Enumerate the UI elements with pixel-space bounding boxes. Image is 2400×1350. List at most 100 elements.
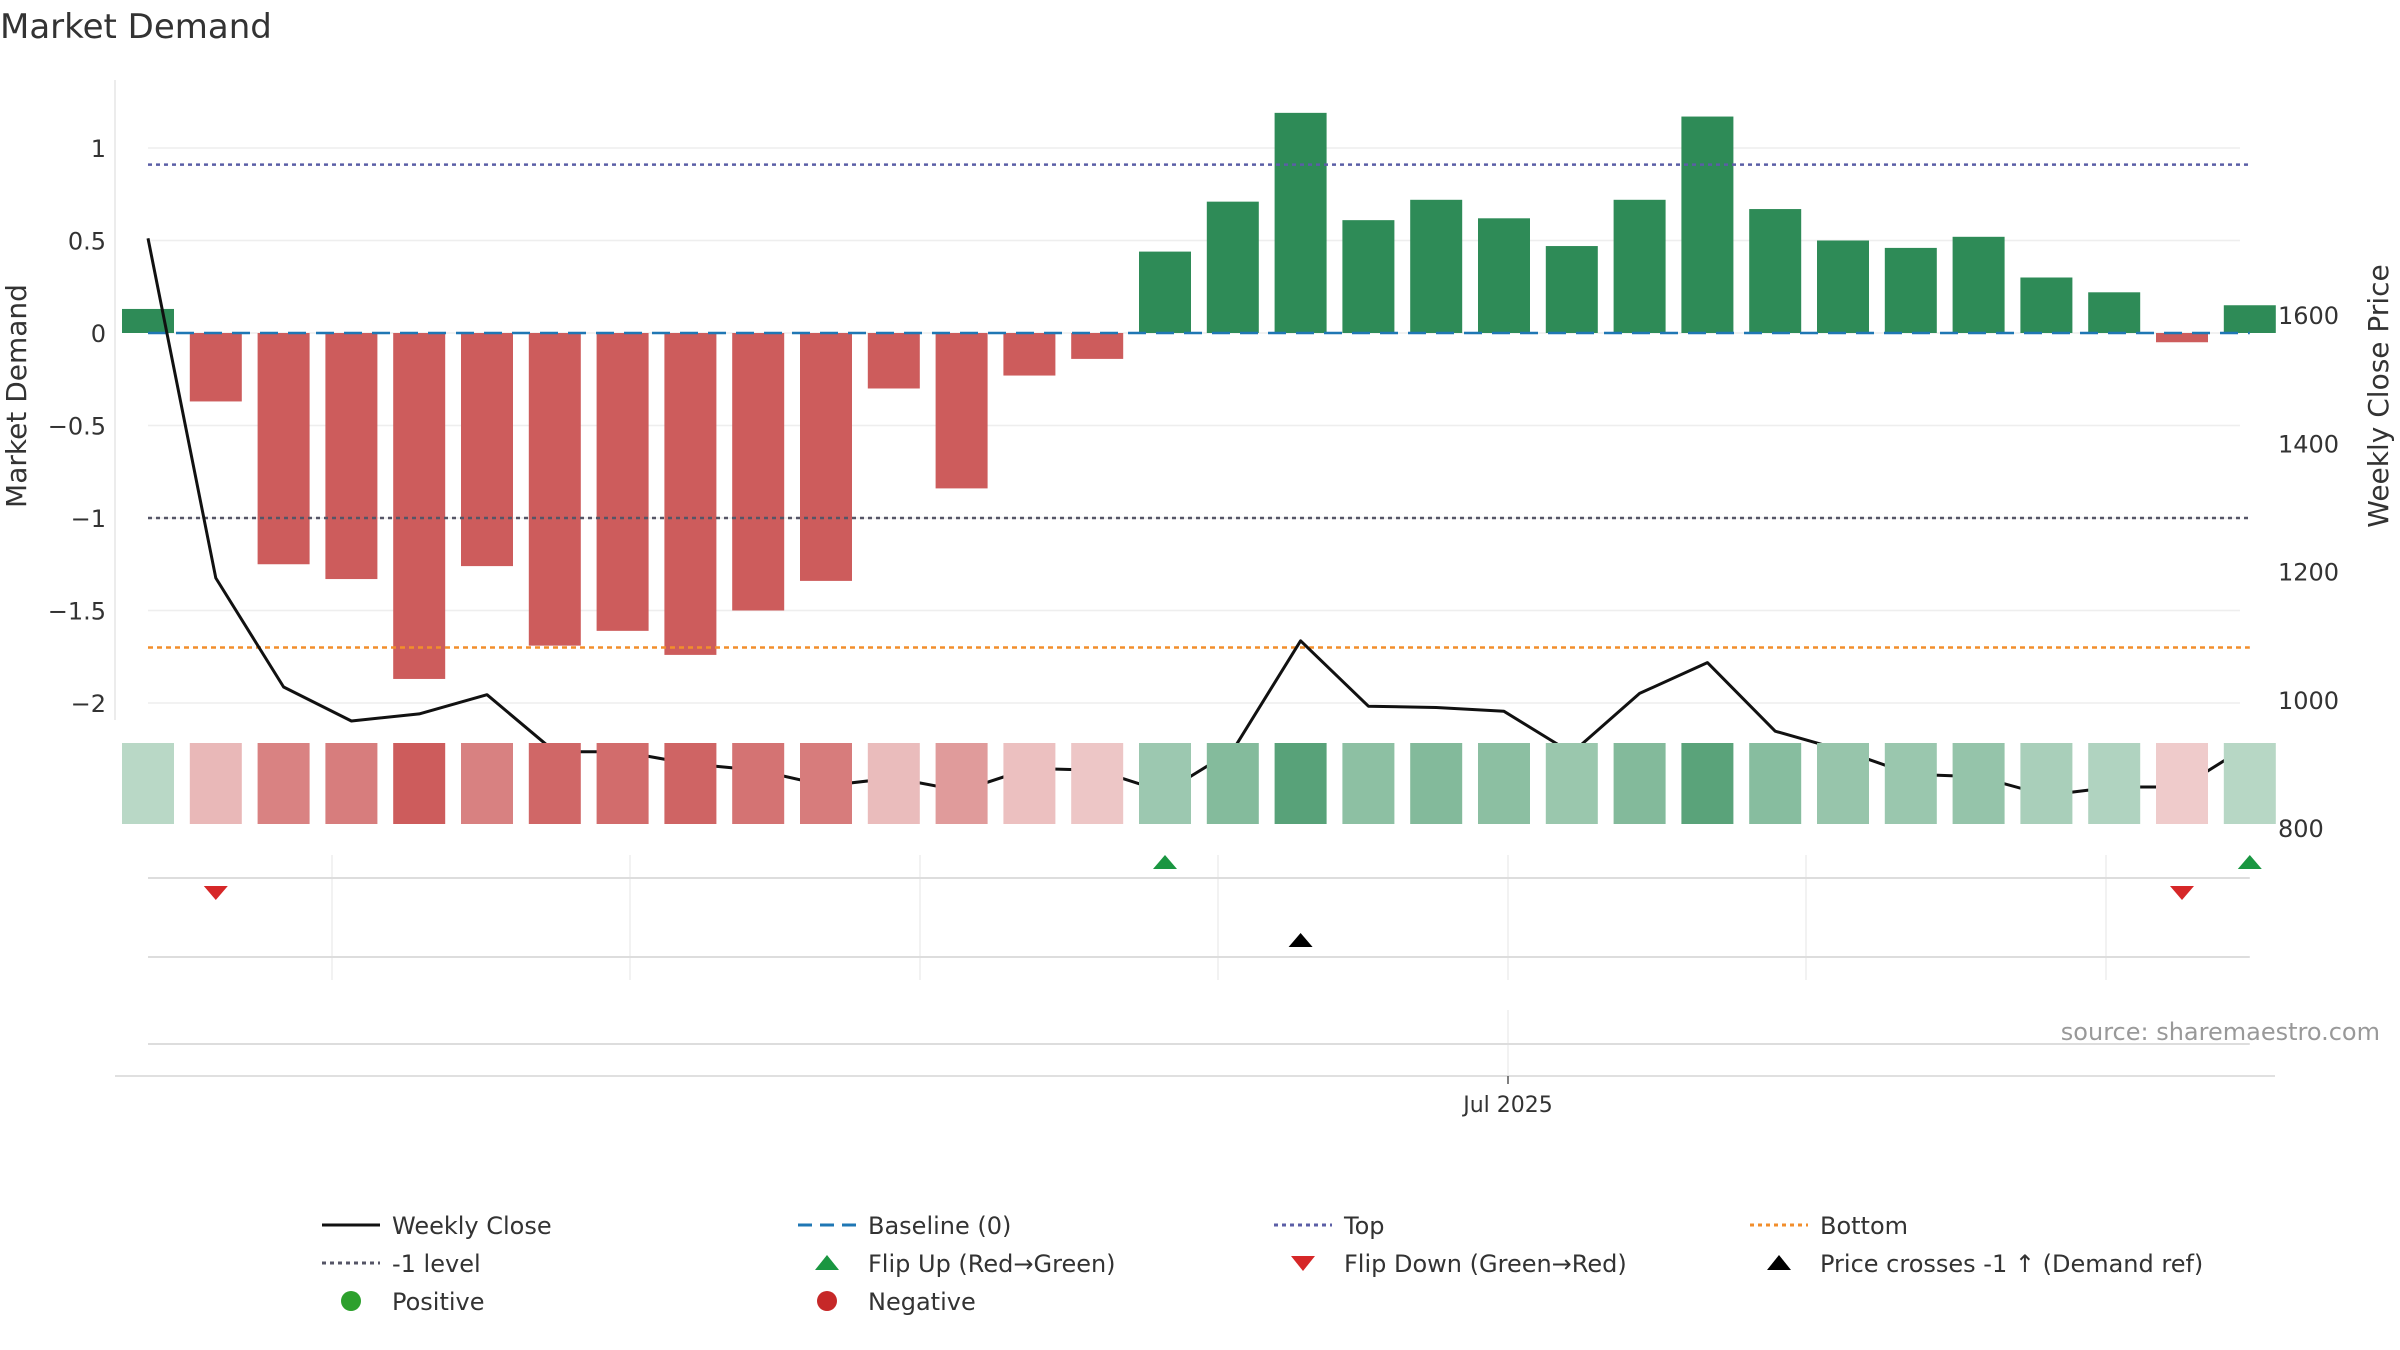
legend-label: Flip Down (Green→Red) (1344, 1250, 1627, 1278)
right-tick-label: 1400 (2278, 430, 2339, 458)
legend-item: Positive (341, 1288, 485, 1316)
demand-bar (2020, 277, 2073, 333)
flip-down-marker (2170, 886, 2194, 900)
right-axis-ticks: 1600 1400 1200 1000 800 (2278, 302, 2339, 843)
legend-label: Baseline (0) (868, 1212, 1011, 1240)
demand-bar (1545, 246, 1598, 333)
demand-bar (2088, 292, 2141, 333)
legend-label: Negative (868, 1288, 976, 1316)
demand-bar (2156, 333, 2208, 343)
heat-cell (461, 743, 513, 824)
heat-cell (1545, 743, 1598, 824)
demand-bars (122, 112, 2276, 679)
demand-bar (1952, 236, 2005, 333)
heat-cell (1206, 743, 1259, 824)
legend-swatch (1767, 1255, 1791, 1270)
demand-bar (528, 333, 581, 646)
legend-swatch (341, 1291, 361, 1311)
legend-swatch (1291, 1256, 1315, 1271)
demand-bar (1884, 247, 1937, 333)
legend-item: Flip Down (Green→Red) (1291, 1250, 1627, 1278)
demand-bar (664, 333, 717, 655)
legend-label: Top (1343, 1212, 1385, 1240)
demand-bar (1342, 220, 1395, 333)
demand-bar (1139, 251, 1191, 333)
heat-cell (732, 743, 785, 824)
demand-bar (1817, 240, 1869, 333)
left-tick-label: 0.5 (68, 228, 106, 256)
left-axis-ticks: 1 0.5 0 −0.5 −1 −1.5 −2 (48, 135, 106, 718)
demand-bar (1613, 199, 1666, 333)
heat-cell (596, 743, 649, 824)
legend-label: Bottom (1820, 1212, 1908, 1240)
demand-bar (1478, 218, 1530, 333)
demand-bar (1410, 199, 1463, 333)
legend-item: Bottom (1750, 1212, 1908, 1240)
demand-bar (1003, 333, 1056, 376)
demand-heat-strip (122, 743, 2276, 824)
heat-cell (325, 743, 378, 824)
left-tick-label: −1.5 (48, 598, 106, 626)
chart-title: Market Demand (0, 7, 272, 47)
legend-item: Price crosses -1 ↑ (Demand ref) (1767, 1250, 2203, 1278)
legend-item: -1 level (322, 1250, 481, 1278)
left-tick-label: −1 (71, 505, 106, 533)
heat-cell (867, 743, 920, 824)
right-tick-label: 1000 (2278, 687, 2339, 715)
price-cross-marker (1288, 933, 1313, 947)
demand-bar (257, 333, 310, 565)
heat-cell (1613, 743, 1666, 824)
heat-cell (2223, 743, 2276, 824)
heat-cell (528, 743, 581, 824)
left-tick-label: 0 (91, 320, 106, 348)
demand-bar (189, 333, 242, 402)
legend-swatch (817, 1291, 837, 1311)
legend-label: Price crosses -1 ↑ (Demand ref) (1820, 1250, 2203, 1278)
heat-cell (2156, 743, 2208, 824)
heat-cell (1342, 743, 1395, 824)
legend-item: Flip Up (Red→Green) (815, 1250, 1116, 1278)
heat-cell (1817, 743, 1869, 824)
heat-cell (1274, 743, 1327, 824)
demand-bar (325, 333, 378, 580)
heat-cell (1003, 743, 1056, 824)
demand-bar (1681, 116, 1734, 333)
demand-bar (800, 333, 852, 581)
legend: Weekly Close Baseline (0) Top Bottom -1 leve… (322, 1212, 2203, 1316)
heat-cell (935, 743, 988, 824)
heat-cell (1884, 743, 1937, 824)
demand-bar (867, 333, 920, 389)
right-tick-label: 1200 (2278, 559, 2339, 587)
heat-cell (393, 743, 446, 824)
flip-up-marker (1153, 855, 1177, 869)
demand-bar (1274, 112, 1327, 333)
heat-cell (1071, 743, 1124, 824)
legend-item: Weekly Close (322, 1212, 552, 1240)
legend-swatch (815, 1255, 839, 1270)
source-note: source: sharemaestro.com (2061, 1018, 2380, 1046)
right-axis-label: Weekly Close Price (2362, 264, 2395, 527)
demand-bar (732, 333, 785, 611)
demand-bar (1071, 333, 1124, 359)
right-tick-label: 1600 (2278, 302, 2339, 330)
demand-bar (1749, 209, 1802, 333)
flip-down-marker (203, 886, 228, 900)
reference-lines (148, 163, 2250, 649)
legend-label: Flip Up (Red→Green) (868, 1250, 1116, 1278)
heat-cell (1478, 743, 1530, 824)
right-tick-label: 800 (2278, 815, 2324, 843)
demand-bar (461, 333, 513, 567)
demand-bar (596, 333, 649, 631)
flip-up-marker (2237, 855, 2262, 869)
heat-cell (1952, 743, 2005, 824)
heat-cell (189, 743, 242, 824)
heat-cell (257, 743, 310, 824)
legend-item: Baseline (0) (798, 1212, 1011, 1240)
legend-label: Weekly Close (392, 1212, 552, 1240)
left-tick-label: 1 (91, 135, 106, 163)
heat-cell (1139, 743, 1191, 824)
heat-cell (2088, 743, 2141, 824)
left-tick-label: −0.5 (48, 413, 106, 441)
left-tick-label: −2 (71, 690, 106, 718)
